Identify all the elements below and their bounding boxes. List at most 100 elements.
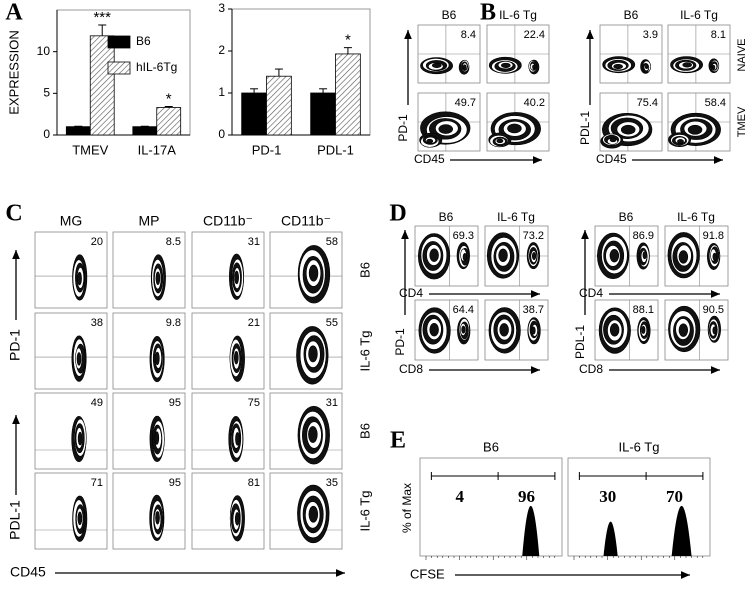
contour [712, 326, 717, 335]
gate-percent: 40.2 [524, 97, 545, 109]
contour [620, 124, 636, 135]
bar [156, 107, 182, 136]
gate-percent: 95 [169, 397, 181, 409]
column-header: MG [60, 213, 83, 229]
contour [155, 271, 161, 285]
gate-percent: 38 [91, 317, 103, 329]
contour [642, 251, 647, 260]
row-label: IL-6 Tg [357, 331, 372, 372]
contour [711, 65, 716, 70]
contour [429, 248, 439, 262]
legend-label: B6 [136, 34, 151, 48]
contour [507, 123, 522, 134]
contour [77, 271, 82, 286]
contour [234, 270, 239, 285]
contour [499, 323, 509, 337]
x-axis-label: CD4 [579, 286, 603, 300]
row-label: TMEV [736, 106, 748, 137]
x-axis-label: CD45 [596, 152, 627, 166]
x-tick-label: TMEV [72, 142, 108, 157]
significance: * [166, 90, 172, 107]
flow-plot [112, 392, 186, 470]
contour [308, 264, 319, 282]
contour [687, 124, 703, 135]
x-tick-label: PD-1 [252, 142, 282, 157]
gate-percent: 88.1 [633, 304, 654, 316]
gate-percent: 9.8 [166, 317, 181, 329]
y-axis-label: % of Max [400, 483, 414, 533]
gate-percent: 58 [326, 236, 338, 248]
gate-percent: 49 [91, 397, 103, 409]
gate-percent: 55 [326, 317, 338, 329]
flow-plot [191, 472, 265, 550]
contour [712, 252, 717, 261]
gate-percent: 70 [666, 487, 683, 506]
contour [609, 248, 620, 263]
y-tick-label: 10 [37, 44, 51, 58]
y-tick-label: 3 [218, 1, 225, 15]
contour [462, 64, 467, 69]
y-tick-label: 2 [218, 43, 225, 57]
contour [609, 323, 620, 337]
gate-percent: 8.4 [461, 29, 476, 41]
contour [461, 325, 466, 334]
contour [644, 64, 649, 69]
histogram-peak [603, 521, 618, 556]
contour [500, 62, 511, 68]
y-tick-label: 1 [218, 85, 225, 99]
gate-percent: 31 [248, 236, 260, 248]
contour [641, 325, 646, 334]
significance: *** [93, 9, 111, 26]
y-axis-label: PD-1 [393, 328, 407, 356]
contour [233, 350, 239, 365]
y-axis-label: PDL-1 [7, 500, 23, 540]
bar [241, 92, 267, 136]
gate-percent: 3.9 [643, 29, 658, 41]
contour [609, 137, 617, 143]
panel-label: C [5, 201, 22, 227]
flow-plot [191, 231, 265, 309]
contour [496, 138, 504, 144]
legend-swatch [107, 61, 131, 75]
column-header: B6 [483, 439, 499, 454]
contour [77, 431, 83, 446]
gate-percent: 90.5 [703, 304, 724, 316]
gate-percent: 30 [599, 487, 616, 506]
x-axis-label: CD8 [579, 362, 603, 376]
column-header: IL-6 Tg [680, 8, 718, 22]
gate-percent: 81 [248, 477, 260, 489]
gate-percent: 69.3 [453, 230, 474, 242]
significance: * [345, 32, 351, 49]
contour [438, 124, 453, 134]
y-axis-label: PDL-1 [578, 111, 592, 145]
gate-percent: 8.5 [166, 236, 181, 248]
column-header: CD11b⁻ [203, 213, 253, 229]
contour [678, 250, 689, 264]
x-tick-label: IL-17A [138, 142, 177, 157]
contour [155, 511, 160, 525]
gate-percent: 22.4 [524, 29, 545, 41]
contour [532, 64, 536, 70]
contour [308, 505, 319, 523]
x-axis-label: CD8 [399, 362, 423, 376]
column-header: IL-6 Tg [499, 8, 537, 22]
y-tick-label: 0 [43, 127, 50, 141]
bar [310, 92, 336, 136]
histogram-peak [671, 505, 692, 556]
y-axis-label: PD-1 [396, 114, 410, 142]
contour [531, 326, 536, 335]
contour [677, 139, 684, 144]
row-label: NAIVE [736, 38, 748, 71]
gate-percent: 35 [326, 477, 338, 489]
contour [155, 351, 160, 366]
contour [154, 431, 160, 445]
panel-label: E [390, 428, 406, 454]
gate-percent: 21 [248, 317, 260, 329]
contour [308, 345, 318, 363]
column-header: MP [139, 213, 160, 229]
contour [426, 138, 434, 144]
gate-percent: 86.9 [633, 230, 654, 242]
gate-percent: 91.8 [703, 230, 724, 242]
contour [431, 62, 442, 68]
